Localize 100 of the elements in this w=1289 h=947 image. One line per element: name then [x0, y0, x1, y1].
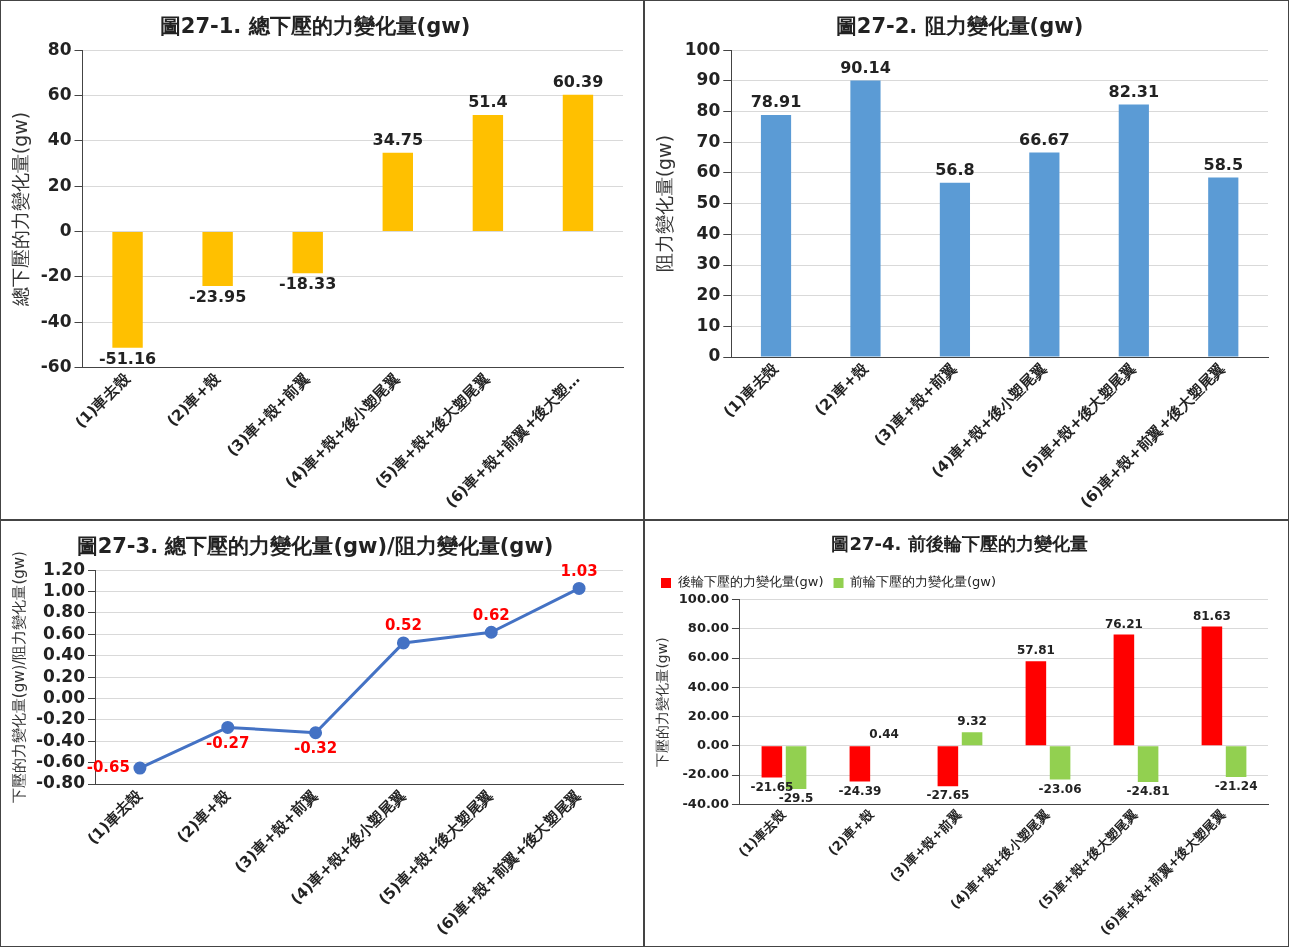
y-axis-title: 總下壓的力變化量(gw)	[9, 111, 32, 308]
bar	[850, 80, 881, 357]
data-label: -23.06	[1038, 781, 1082, 796]
data-label: 82.31	[1108, 81, 1160, 101]
data-label: 66.67	[1019, 129, 1070, 149]
chart-title: 圖27-4. 前後輪下壓的力變化量	[831, 533, 1088, 555]
data-label: -29.5	[778, 791, 814, 806]
x-tick-label: (2)車+殼	[811, 358, 872, 420]
data-label: -0.32	[293, 739, 338, 758]
data-label: -24.81	[1126, 784, 1170, 799]
x-tick-label: (1)車去殼	[719, 358, 783, 421]
data-label: -27.65	[926, 788, 970, 803]
legend-label: 前輪下壓的力變化量(gw)	[850, 574, 997, 590]
y-tick-label: 0.00	[696, 737, 729, 753]
bar	[202, 232, 233, 286]
bar	[382, 152, 413, 232]
bar	[1025, 661, 1047, 746]
bar	[937, 746, 959, 787]
bar	[1225, 746, 1247, 777]
y-tick-label: 0.00	[43, 686, 86, 707]
y-tick-label: 40	[696, 222, 721, 243]
data-label: 58.5	[1203, 154, 1244, 174]
y-tick-label: -0.20	[36, 708, 86, 729]
x-tick-label: (1)車去殼	[71, 369, 134, 432]
y-tick-label: 20	[696, 284, 721, 305]
y-tick-label: 80	[47, 38, 72, 59]
y-tick-label: 30	[696, 253, 721, 274]
data-label: -21.24	[1214, 779, 1258, 794]
y-tick-label: 60	[47, 83, 72, 104]
y-tick-label: 20.00	[687, 707, 729, 723]
y-tick-label: -0.60	[36, 751, 86, 772]
y-tick-label: 100	[684, 38, 721, 59]
y-tick-label: 60.00	[687, 649, 729, 665]
y-tick-label: -40	[40, 310, 72, 331]
y-tick-label: -20	[40, 265, 72, 286]
y-tick-label: 90	[696, 69, 721, 90]
bar	[849, 746, 871, 782]
point	[396, 636, 410, 650]
bar	[292, 232, 323, 274]
y-tick-label: -60	[40, 356, 72, 377]
data-label: 76.21	[1104, 616, 1143, 631]
bar	[1208, 177, 1239, 357]
y-tick-label: 80.00	[687, 620, 729, 636]
legend-label: 後輪下壓的力變化量(gw)	[677, 574, 824, 590]
y-tick-label: 60	[696, 161, 721, 182]
y-axis-title: 下壓的力變化量(gw)/阻力變化量(gw)	[9, 551, 28, 804]
bar	[1113, 634, 1135, 746]
data-label: -0.27	[206, 733, 250, 752]
data-label: 81.63	[1192, 608, 1231, 623]
bar	[761, 746, 783, 778]
chart-title: 圖27-2. 阻力變化量(gw)	[835, 14, 1084, 39]
data-label: 51.4	[468, 92, 508, 112]
y-tick-label: 80	[696, 100, 721, 120]
data-label: -23.95	[189, 287, 247, 307]
x-tick-label: (2)車+殼	[163, 369, 224, 430]
y-tick-label: 70	[696, 130, 721, 151]
data-label: 56.8	[935, 159, 975, 179]
x-tick-label: (2)車+殼	[824, 806, 878, 859]
x-tick-label: (1)車去殼	[83, 785, 147, 848]
data-label: 1.03	[560, 561, 598, 580]
y-tick-label: -40.00	[682, 795, 729, 811]
bar	[760, 114, 792, 357]
bar	[112, 232, 143, 348]
data-label: 78.91	[750, 92, 802, 112]
y-tick-label: 0.40	[43, 644, 86, 665]
y-tick-label: 1.00	[43, 580, 86, 601]
y-tick-label: 10	[696, 314, 721, 335]
data-label: 0.62	[472, 605, 510, 624]
bar	[1201, 626, 1223, 746]
y-tick-label: 50	[696, 192, 721, 213]
bar	[1137, 746, 1159, 783]
bar	[1049, 746, 1071, 780]
point	[133, 761, 147, 775]
bar	[1118, 104, 1149, 357]
y-tick-label: -20.00	[682, 766, 729, 782]
x-tick-label: (2)車+殼	[173, 785, 235, 847]
y-tick-label: 1.20	[43, 558, 86, 579]
y-tick-label: -0.40	[36, 729, 86, 750]
y-axis-title: 阻力變化量(gw)	[653, 134, 676, 273]
chart-title: 圖27-1. 總下壓的力變化量(gw)	[159, 14, 471, 39]
data-label: -51.16	[98, 348, 157, 368]
y-tick-label: 40.00	[687, 678, 729, 694]
data-label: 9.32	[957, 714, 987, 729]
bar	[961, 732, 983, 746]
bar	[472, 115, 504, 232]
y-axis-title: 下壓的力變化量(gw)	[654, 637, 671, 767]
x-tick-label: (3)車+殼+前翼	[886, 806, 965, 885]
point	[309, 726, 323, 740]
y-tick-label: -0.80	[36, 772, 86, 793]
y-tick-label: 20	[47, 174, 72, 195]
bar	[562, 94, 594, 232]
y-tick-label: 0	[708, 345, 721, 366]
x-tick-label: (1)車去殼	[735, 806, 790, 860]
bar	[939, 182, 971, 357]
y-tick-label: 100.00	[678, 590, 729, 606]
bar	[1029, 152, 1060, 357]
data-label: 60.39	[552, 71, 604, 91]
point	[221, 720, 235, 734]
data-label: -18.33	[279, 274, 337, 294]
data-label: 57.81	[1016, 643, 1055, 658]
